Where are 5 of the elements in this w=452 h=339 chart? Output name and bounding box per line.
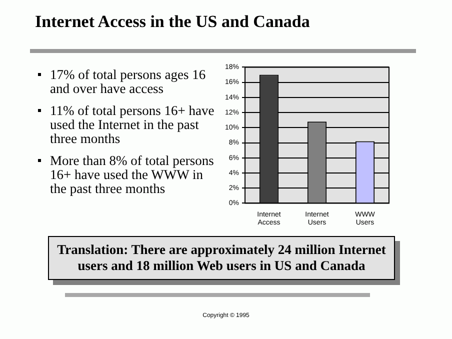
text: 11% of total persons 16+ have used the Internet in the past three months <box>49 103 216 146</box>
chart-title: Internet Access in the US and Canada <box>35 12 310 32</box>
text: Translation: There are approximately 24 million Internet users and 18 million Web users in US and Canada <box>48 236 395 280</box>
text: More than 8% of total persons 16+ have used the WWW in the past three months <box>49 153 215 196</box>
text: 17% of total persons ages 16 and over have access <box>49 67 207 96</box>
